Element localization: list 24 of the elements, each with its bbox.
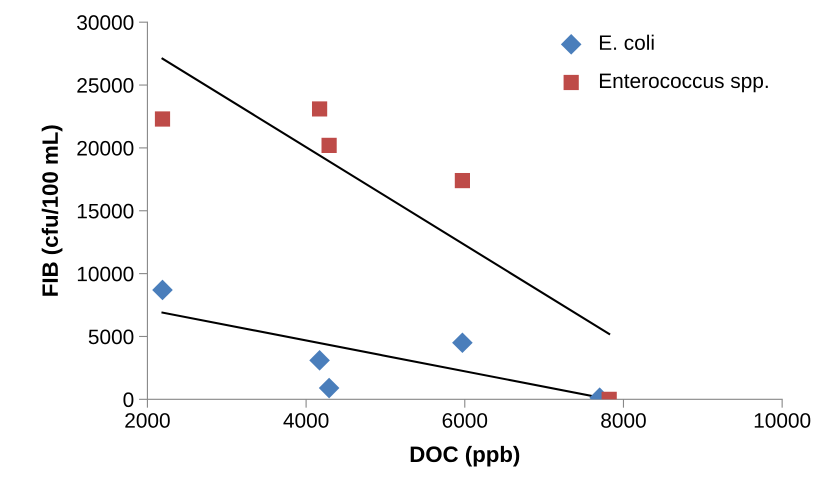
y-tick-label: 15000: [78, 204, 134, 219]
point: [312, 101, 328, 117]
point: [454, 172, 470, 188]
y-tick-label: 0: [123, 392, 134, 408]
point: [452, 332, 473, 354]
x-tick-label: 4000: [283, 413, 328, 428]
x-tick-label: 10000: [754, 413, 810, 428]
point: [322, 138, 337, 153]
y-tick-label: 10000: [78, 266, 134, 282]
x-tick-label: 8000: [601, 413, 646, 428]
y-tick-label: 25000: [77, 78, 134, 93]
point: [318, 378, 340, 398]
legend-label: Enterococcus spp.: [600, 74, 768, 92]
y-tick-label: 20000: [77, 140, 134, 156]
x-tick-label: 2000: [125, 413, 170, 428]
y-tick-label: 30000: [77, 15, 134, 30]
y-axis-title: FIB (cfu/100 mL): [42, 125, 62, 296]
point: [309, 350, 330, 371]
point: [152, 280, 173, 300]
x-axis-title: DOC (ppb): [410, 446, 520, 467]
y-tick-label: 5000: [88, 329, 134, 344]
point: [154, 111, 170, 127]
legend-label: E. coli: [600, 34, 654, 50]
x-tick-label: 6000: [442, 413, 488, 428]
